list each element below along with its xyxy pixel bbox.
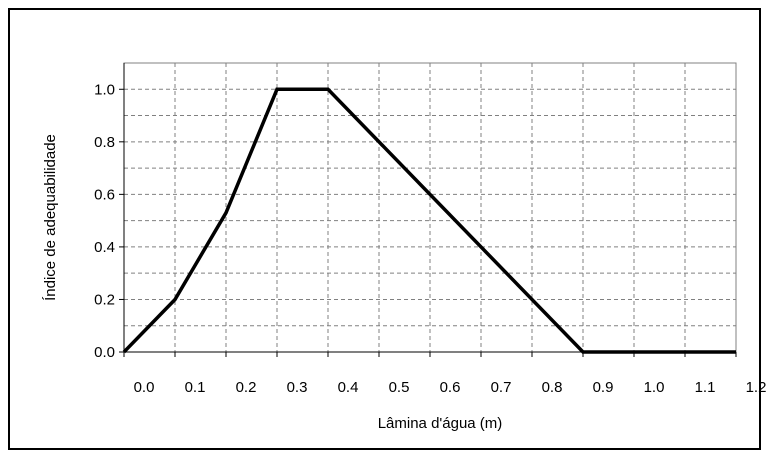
y-tick-label: 0.8: [94, 134, 115, 151]
x-tick-label: 0.7: [491, 379, 512, 396]
y-axis-title: Índice de adequabilidade: [42, 134, 59, 301]
series-layer: [122, 87, 736, 354]
x-tick-label: 0.3: [287, 379, 308, 396]
y-tick-label: 0.6: [94, 186, 115, 203]
x-tick-label: 1.0: [644, 379, 665, 396]
y-axis-tick-labels: 0.0 0.2 0.4 0.6 0.8 1.0: [94, 81, 115, 361]
x-tick-label: 0.0: [134, 379, 155, 396]
x-tick-label: 0.2: [236, 379, 257, 396]
series-line: [122, 87, 736, 354]
grid: [124, 63, 736, 352]
x-tick-label: 0.8: [542, 379, 563, 396]
x-tick-label: 0.6: [440, 379, 461, 396]
y-tick-label: 0.2: [94, 291, 115, 308]
x-tick-label: 1.1: [695, 379, 716, 396]
x-tick-label: 0.5: [389, 379, 410, 396]
y-axis-ticks: [119, 63, 125, 353]
y-tick-label: 1.0: [94, 81, 115, 98]
y-tick-label: 0.0: [94, 344, 115, 361]
x-tick-label: 0.4: [338, 379, 359, 396]
x-tick-label: 0.1: [185, 379, 206, 396]
x-tick-label: 1.2: [746, 379, 767, 396]
y-tick-label: 0.4: [94, 239, 115, 256]
x-axis-title: Lâmina d'água (m): [378, 415, 503, 432]
chart-frame: [8, 8, 761, 450]
x-tick-label: 0.9: [593, 379, 614, 396]
x-axis-tick-labels: 0.0 0.1 0.2 0.3 0.4 0.5 0.6 0.7 0.8 0.9 1.0 1.1 1.2: [134, 379, 767, 396]
